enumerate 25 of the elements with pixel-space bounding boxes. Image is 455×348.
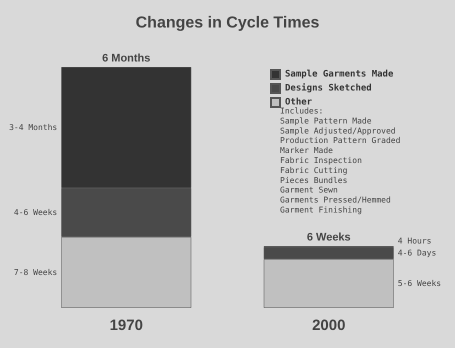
x-tick-label: 1970 <box>110 317 143 334</box>
annotation: Fabric Inspection <box>280 156 362 165</box>
annotation: Production Pattern Graded <box>280 136 401 146</box>
annotation: 4-6 Weeks <box>14 208 58 217</box>
annotation: Fabric Cutting <box>280 166 348 175</box>
annotation: 4-6 Days <box>398 248 436 258</box>
annotation: Garment Sewn <box>280 186 338 195</box>
annotation: Sample Pattern Made <box>280 116 372 126</box>
annotation: 7-8 Weeks <box>14 268 58 277</box>
chart-title: Changes in Cycle Times <box>136 14 320 32</box>
legend-label: Other <box>285 98 313 108</box>
annotation: Garment Finishing <box>280 206 362 214</box>
annotation: Garments Pressed/Hemmed <box>280 196 391 205</box>
annotation: 6 Weeks <box>306 232 351 244</box>
legend-label: Designs Sketched <box>285 82 372 94</box>
annotation: 5-6 Weeks <box>398 279 442 288</box>
annotation: Includes: <box>280 106 324 116</box>
annotation: 3-4 Months <box>9 122 58 132</box>
annotation: Marker Made <box>280 146 334 156</box>
annotation: Pieces Bundles <box>280 176 348 185</box>
annotation: Sample Adjusted/Approved <box>280 126 396 136</box>
legend-label: Sample Garments Made <box>285 70 394 80</box>
annotation: 6 Months <box>102 52 150 64</box>
annotation: 4 Hours <box>398 236 432 246</box>
x-tick-label: 2000 <box>312 317 346 334</box>
